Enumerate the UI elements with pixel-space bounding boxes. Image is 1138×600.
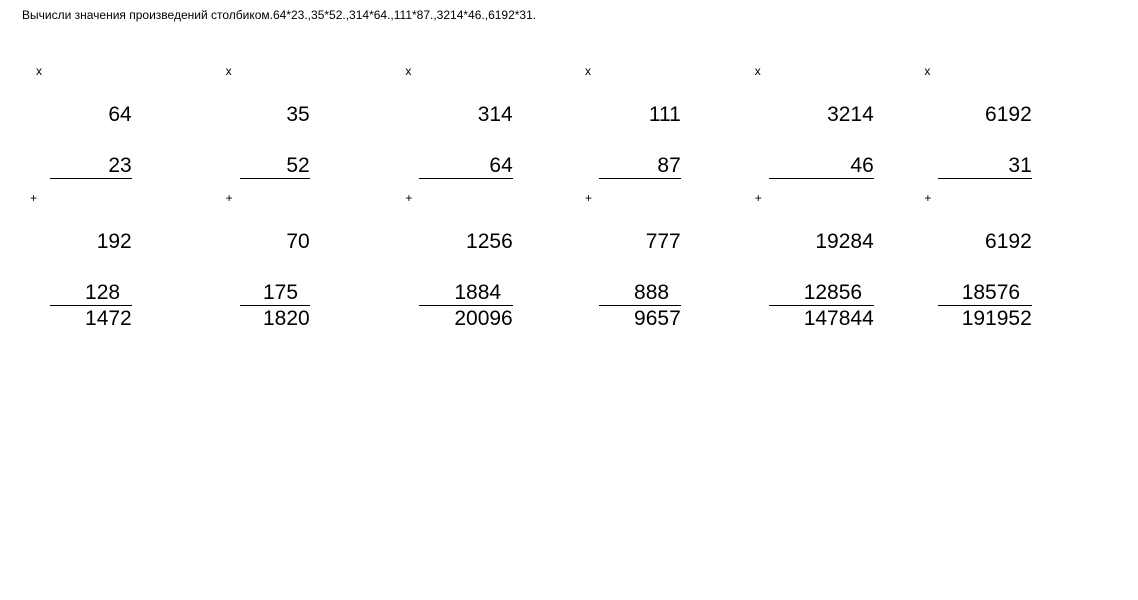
result: 1472 (50, 306, 132, 331)
multiplicand: x 6192 (938, 52, 1031, 153)
partial-2: 18576 (938, 280, 1031, 306)
partial-2: 1884 (419, 280, 512, 306)
partial-1: + 1256 (419, 179, 512, 280)
problem-3: x 314 64 + 1256 1884 20096 (419, 52, 599, 331)
multiplicand: x 3214 (769, 52, 874, 153)
multiply-sign: x (585, 64, 591, 78)
multiplicand: x 64 (50, 52, 132, 153)
multiplicand: x 314 (419, 52, 512, 153)
multiply-sign: x (755, 64, 761, 78)
partial-2: 12856 (769, 280, 874, 306)
partial-2: 888 (599, 280, 681, 306)
multiplier: 64 (419, 153, 512, 179)
plus-sign: + (755, 191, 762, 205)
result: 9657 (599, 306, 681, 331)
plus-sign: + (30, 191, 37, 205)
multiplicand: x 111 (599, 52, 681, 153)
partial-2: 175 (240, 280, 310, 306)
partial-1: + 19284 (769, 179, 874, 280)
multiplier: 31 (938, 153, 1031, 179)
page-title: Вычисли значения произведений столбиком.… (0, 0, 1138, 22)
result: 191952 (938, 306, 1031, 331)
problem-6: x 6192 31 + 6192 18576 191952 (938, 52, 1118, 331)
partial-1: + 777 (599, 179, 681, 280)
problem-1: x 64 23 + 192 128 1472 (50, 52, 230, 331)
plus-sign: + (924, 191, 931, 205)
multiplier: 46 (769, 153, 874, 179)
partial-2: 128 (50, 280, 132, 306)
problem-2: x 35 52 + 70 175 1820 (240, 52, 420, 331)
problem-4: x 111 87 + 777 888 9657 (599, 52, 779, 331)
multiply-sign: x (226, 64, 232, 78)
multiply-sign: x (36, 64, 42, 78)
multiply-sign: x (924, 64, 930, 78)
partial-1: + 192 (50, 179, 132, 280)
multiplier: 52 (240, 153, 310, 179)
result: 20096 (419, 306, 512, 331)
result: 147844 (769, 306, 874, 331)
partial-1: + 70 (240, 179, 310, 280)
plus-sign: + (585, 191, 592, 205)
plus-sign: + (405, 191, 412, 205)
problems-container: x 64 23 + 192 128 1472 x 35 52 + 70 175 (0, 22, 1138, 331)
result: 1820 (240, 306, 310, 331)
plus-sign: + (226, 191, 233, 205)
multiply-sign: x (405, 64, 411, 78)
multiplicand: x 35 (240, 52, 310, 153)
multiplier: 23 (50, 153, 132, 179)
problem-5: x 3214 46 + 19284 12856 147844 (769, 52, 949, 331)
partial-1: + 6192 (938, 179, 1031, 280)
multiplier: 87 (599, 153, 681, 179)
